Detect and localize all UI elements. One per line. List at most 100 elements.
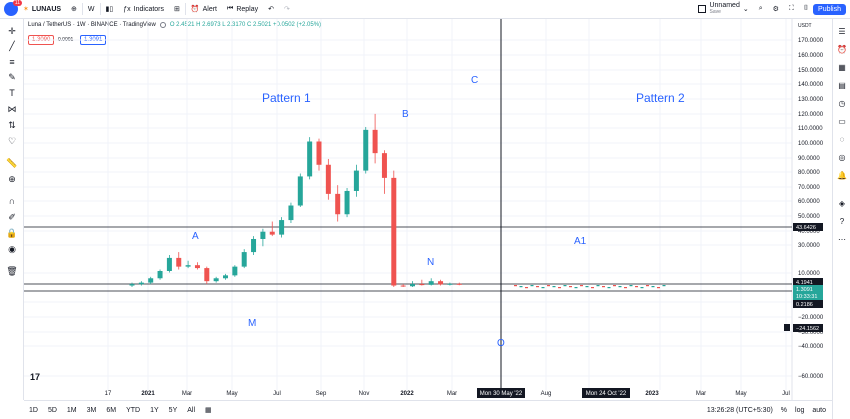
range-1d[interactable]: 1D <box>29 406 38 414</box>
price-tick-label: 130.0000 <box>798 97 824 103</box>
candle-body <box>563 285 567 287</box>
magnet-icon[interactable]: ∩ <box>8 196 16 206</box>
help-icon[interactable]: ? <box>839 217 845 226</box>
time-tick-label: 17 <box>105 391 112 397</box>
clock-time[interactable]: 13:26:28 (UTC+5:30) <box>706 406 773 414</box>
candle-body <box>344 190 350 215</box>
compare-button[interactable]: ⊕ <box>66 0 82 19</box>
range-3m[interactable]: 3M <box>86 406 97 414</box>
candle-body <box>552 286 556 288</box>
candle-body <box>129 284 135 286</box>
range-ytd[interactable]: YTD <box>126 406 141 414</box>
notifications-icon[interactable]: 🔔 <box>837 171 847 180</box>
indicators-button[interactable]: ƒx Indicators <box>118 0 169 19</box>
time-cursor2-bg <box>582 388 630 398</box>
plus-circle-icon: ⊕ <box>71 6 77 13</box>
grid-icon: ⊞ <box>174 6 180 13</box>
percent-toggle[interactable]: % <box>780 406 788 414</box>
candle-body <box>204 268 210 282</box>
range-1m[interactable]: 1M <box>66 406 77 414</box>
candle-body <box>651 286 655 288</box>
trash-icon[interactable]: 🗑 <box>6 266 18 276</box>
prediction-icon[interactable]: ⇅ <box>8 120 16 130</box>
watchlist-icon[interactable]: ☰ <box>838 27 846 36</box>
price-chart[interactable]: 170.0000 160.0000 150.0000 140.0000 130.0000… <box>24 19 832 400</box>
luna-icon: ✶ <box>23 6 29 13</box>
candle-body <box>410 284 415 287</box>
candle-body <box>176 257 182 267</box>
zoom-in-icon[interactable]: ⊕ <box>8 174 16 184</box>
pattern-annotation: A1 <box>574 236 587 247</box>
price-axis-label: −24.1562 <box>796 326 819 332</box>
dots-icon[interactable]: ⋯ <box>838 235 846 244</box>
candle-body <box>569 286 572 288</box>
time-tick-label: May <box>735 391 746 397</box>
candle-body <box>629 285 633 287</box>
chart-legend: Luna / TetherUS · 1W · BINANCE · Trading… <box>28 22 321 28</box>
brush-icon[interactable]: ✎ <box>8 72 16 82</box>
auto-toggle[interactable]: auto <box>812 406 826 414</box>
price-tick-label: 110.0000 <box>798 126 823 132</box>
symbol-search[interactable]: ✶ LUNAUS <box>18 0 66 19</box>
chat-icon[interactable]: ▤ <box>838 81 846 90</box>
redo-button[interactable]: ↷ <box>279 0 295 19</box>
search-button[interactable]: ⌕ <box>754 0 768 19</box>
price-axis-label: 43.6426 <box>796 225 816 231</box>
candle-body <box>325 164 331 194</box>
layout-name: Unnamed <box>709 2 740 9</box>
snapshot-button[interactable]: ⌷ <box>799 0 813 19</box>
layers-icon[interactable]: ◈ <box>838 199 846 208</box>
time-tick-label: Jul <box>273 391 281 397</box>
eye-icon[interactable]: ◉ <box>8 244 16 254</box>
alerts-icon[interactable]: ⏰ <box>837 45 847 54</box>
publish-button[interactable]: Publish <box>813 3 846 15</box>
range-5y[interactable]: 5Y <box>168 406 178 414</box>
ideas-icon[interactable]: ◌ <box>839 135 845 144</box>
pattern-annotation: B <box>402 109 409 120</box>
chart-type-button[interactable]: ▮▯ <box>101 0 119 19</box>
settings-button[interactable]: ⚙ <box>768 0 784 19</box>
price-tick-label: 80.0000 <box>798 170 820 176</box>
pattern-icon[interactable]: ⋈ <box>7 104 17 114</box>
eye-icon[interactable] <box>159 22 166 28</box>
pattern-annotation: A <box>192 231 199 242</box>
undo-button[interactable]: ↶ <box>263 0 279 19</box>
data-window-icon[interactable]: ▦ <box>838 63 846 72</box>
time-cursor-label: Mon 30 May '22 <box>480 391 523 397</box>
calendar-icon[interactable]: ▭ <box>838 117 846 126</box>
candle-body <box>419 284 425 286</box>
ruler-icon[interactable]: 📏 <box>6 158 18 168</box>
crosshair-icon[interactable]: ✛ <box>8 26 16 36</box>
add-alert-icon[interactable] <box>784 324 790 331</box>
news-icon[interactable]: ◷ <box>838 99 846 108</box>
trendline-icon[interactable]: ╱ <box>9 41 15 51</box>
user-avatar[interactable]: 11 <box>4 0 22 16</box>
candle-body <box>316 141 322 165</box>
range-6m[interactable]: 6M <box>106 406 117 414</box>
range-all[interactable]: All <box>187 406 196 414</box>
streams-icon[interactable]: ◎ <box>838 153 846 162</box>
range-5d[interactable]: 5D <box>47 406 57 414</box>
stay-drawing-icon[interactable]: ✐ <box>8 212 16 222</box>
lock-icon[interactable]: 🔒 <box>6 228 18 238</box>
range-1y[interactable]: 1Y <box>150 406 159 414</box>
text-icon[interactable]: T <box>9 88 15 98</box>
gear-icon: ⚙ <box>772 6 779 13</box>
candle-body <box>574 287 578 289</box>
heart-icon[interactable]: ♡ <box>7 136 17 146</box>
templates-button[interactable]: ⊞ <box>169 0 185 19</box>
interval-button[interactable]: W <box>83 0 100 19</box>
candle-body <box>657 287 660 289</box>
replay-button[interactable]: ⏮ Replay <box>222 0 263 19</box>
goto-date-icon[interactable]: ▦ <box>205 407 212 414</box>
pattern-annotation: M <box>248 318 256 329</box>
price-axis-label: 1.3091 <box>796 287 813 293</box>
price-tick-label: 150.0000 <box>798 68 824 74</box>
fib-icon[interactable]: ≡ <box>9 57 15 67</box>
layout-menu[interactable]: Unnamed Save ⌄ <box>693 0 753 19</box>
tradingview-logo: 17 <box>30 372 40 382</box>
fullscreen-button[interactable]: ⛶ <box>784 0 799 19</box>
candle-body <box>646 285 649 287</box>
log-toggle[interactable]: log <box>795 406 805 414</box>
alert-button[interactable]: ⏰ Alert <box>186 0 222 19</box>
